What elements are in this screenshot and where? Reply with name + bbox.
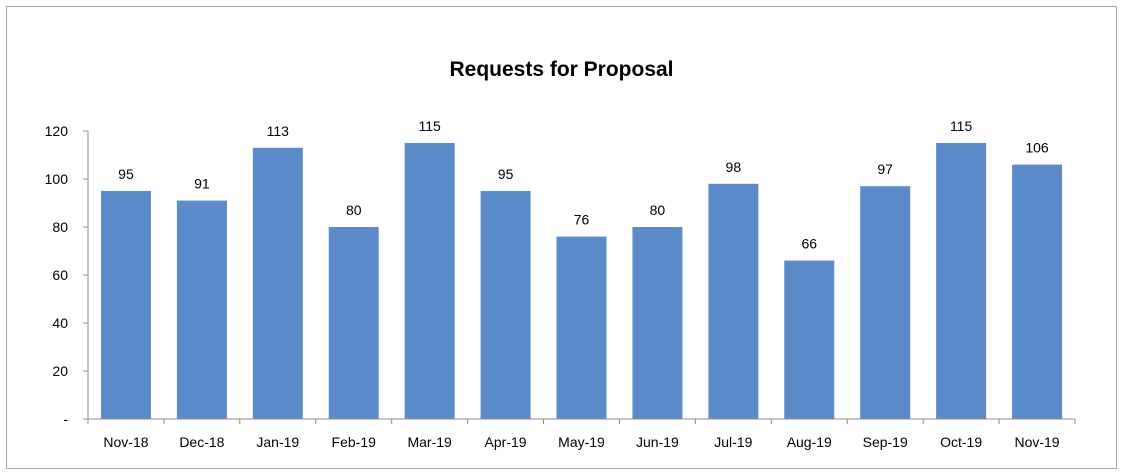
data-label: 66: [801, 236, 817, 252]
data-label: 113: [267, 123, 290, 139]
bar: [708, 183, 759, 419]
x-tick-label: Feb-19: [332, 434, 377, 450]
x-tick-label: Jul-19: [714, 434, 752, 450]
data-label: 97: [877, 161, 893, 177]
x-tick-label: Mar-19: [407, 434, 452, 450]
y-axis: - 20 40 60 80 100 120: [45, 123, 89, 427]
x-tick-label: Oct-19: [940, 434, 982, 450]
data-label: 91: [194, 176, 210, 192]
x-tick-label: May-19: [558, 434, 605, 450]
x-tick-label: Jun-19: [636, 434, 679, 450]
x-tick-label: Aug-19: [787, 434, 832, 450]
bar: [100, 191, 151, 419]
data-label: 106: [1025, 140, 1049, 156]
data-label: 98: [726, 159, 742, 175]
y-tick-label: 40: [52, 315, 68, 331]
bar: [252, 147, 303, 420]
bar: [328, 227, 379, 419]
bar: [632, 227, 683, 419]
x-tick-label: Nov-18: [103, 434, 148, 450]
bar: [404, 143, 455, 419]
x-tick-label: Dec-18: [179, 434, 224, 450]
x-axis: Nov-18 Dec-18 Jan-19 Feb-19 Mar-19 Apr-19 May-…: [87, 418, 1076, 450]
x-tick-label: Nov-19: [1014, 434, 1059, 450]
chart-title: Requests for Proposal: [449, 58, 674, 81]
bar: [556, 236, 607, 419]
y-tick-label: 80: [52, 219, 68, 235]
data-label: 80: [346, 202, 362, 218]
data-label: 115: [950, 118, 973, 134]
y-tick-label: 120: [45, 123, 69, 139]
bar: [784, 260, 835, 419]
bar: [480, 191, 531, 419]
bar-series: 95 91 113 80 115 95 76 80 98 66 97 115 106: [100, 118, 1063, 420]
bar: [860, 186, 911, 419]
bar: [176, 200, 227, 419]
data-label: 95: [118, 166, 134, 182]
x-tick-label: Sep-19: [863, 434, 908, 450]
y-tick-label: -: [63, 411, 68, 427]
y-tick-label: 60: [52, 267, 68, 283]
data-label: 115: [418, 118, 441, 134]
x-tick-label: Jan-19: [256, 434, 299, 450]
y-tick-label: 20: [52, 363, 68, 379]
bar: [936, 143, 987, 419]
data-label: 80: [650, 202, 666, 218]
data-label: 76: [574, 212, 590, 228]
x-tick-label: Apr-19: [485, 434, 527, 450]
y-tick-label: 100: [45, 171, 69, 187]
data-label: 95: [498, 166, 514, 182]
bar: [1012, 164, 1063, 419]
